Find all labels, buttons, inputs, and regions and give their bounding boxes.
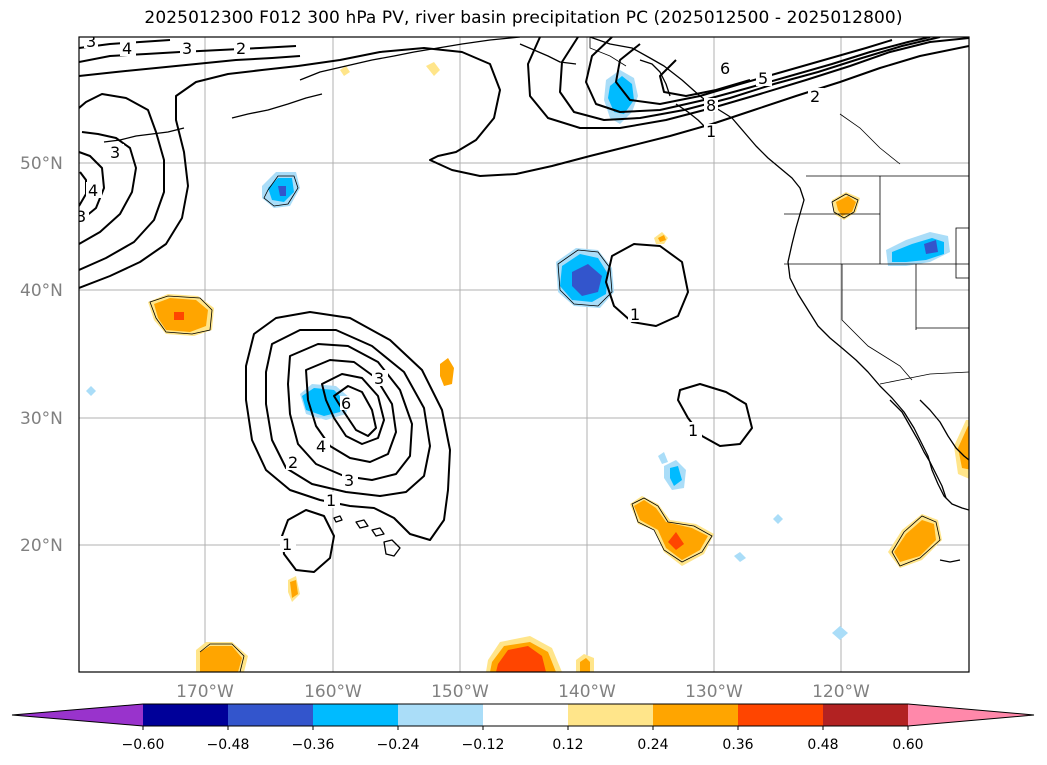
contour-label-3: 3	[182, 39, 192, 58]
lat-label-20n: 20°N	[20, 536, 63, 556]
contour-label-2: 4	[122, 39, 132, 58]
colorbar-tick-label: −0.36	[292, 737, 335, 753]
colorbar-extend-low	[12, 704, 143, 726]
colorbar-tick-label: 0.60	[892, 737, 923, 753]
contour-label-13: 1	[630, 305, 640, 324]
colorbar-segment	[143, 704, 228, 726]
lon-label-160w: 160°W	[304, 682, 362, 702]
contour-label-18: 3	[344, 471, 354, 490]
lat-labels: 50°N 40°N 30°N 20°N	[20, 154, 63, 556]
colorbar-segment	[738, 704, 823, 726]
colorbar-tick-label: 0.12	[552, 737, 583, 753]
pv-contour-nw-2	[79, 93, 165, 271]
colorbar-segment	[568, 704, 653, 726]
contour-label-7: 2	[810, 87, 820, 106]
precip-positive-patches	[148, 62, 969, 672]
colorbar-segment	[228, 704, 313, 726]
map-panel	[79, 37, 969, 672]
contour-label-21: 1	[282, 535, 292, 554]
contour-label-4: 2	[236, 39, 246, 58]
political-borders	[589, 37, 969, 385]
contour-label-5: 6	[720, 59, 730, 78]
pv-contour-137w	[605, 243, 689, 327]
contour-label-10: 3	[110, 143, 120, 162]
colorbar-tick-label: 0.48	[807, 737, 838, 753]
precip-outlines	[149, 175, 941, 672]
colorbar-extend-high	[908, 704, 1034, 726]
contour-label-group: 3 4 3 2 6 5 2 8 1 3 4 3 1 3	[76, 32, 824, 554]
map-title: 2025012300 F012 300 hPa PV, river basin …	[144, 8, 903, 28]
colorbar: −0.60 −0.48 −0.36 −0.24 −0.12 0.12 0.24 0.36 0.4…	[11, 703, 1035, 753]
contour-label-1: 3	[86, 32, 96, 51]
contour-label-19: 1	[326, 491, 336, 510]
colorbar-segment	[398, 704, 483, 726]
pv-contour-center-6	[333, 385, 377, 437]
lat-label-30n: 30°N	[20, 409, 63, 429]
pv-contour-goa-5	[615, 39, 893, 105]
pv-contour-top-2	[79, 55, 301, 77]
pv-contour-center-5	[321, 373, 385, 445]
pv-contour-center-4	[305, 359, 397, 463]
contour-label-17: 2	[288, 453, 298, 472]
pv-contour-north-swoop	[297, 45, 969, 177]
colorbar-tick-label: −0.24	[377, 737, 420, 753]
contour-label-15: 6	[341, 394, 351, 413]
pv-contour-nw-1	[79, 65, 299, 289]
lon-label-120w: 120°W	[812, 682, 870, 702]
colorbar-tick-label: 0.36	[722, 737, 753, 753]
contour-label-9: 1	[706, 122, 716, 141]
pv-contour-nw-4	[79, 151, 105, 223]
lon-label-170w: 170°W	[176, 682, 234, 702]
pv-contour-center-3	[287, 343, 413, 481]
pv-contour-goa-2	[527, 37, 969, 129]
gridlines	[79, 37, 969, 672]
colorbar-segment	[823, 704, 908, 726]
colorbar-tick-label: −0.12	[462, 737, 505, 753]
pv-contour-center-2	[265, 329, 431, 497]
precip-blob-150w	[440, 358, 454, 386]
lon-label-140w: 140°W	[558, 682, 616, 702]
lon-label-150w: 150°W	[431, 682, 489, 702]
map-frame	[78, 36, 970, 673]
colorbar-tick-label: 0.24	[637, 737, 668, 753]
lon-labels: 170°W 160°W 150°W 140°W 130°W 120°W	[176, 682, 870, 702]
contour-label-14: 3	[374, 369, 384, 388]
colorbar-tick-label: −0.60	[122, 737, 165, 753]
coastline-hawaii	[333, 515, 343, 523]
contour-label-6: 5	[758, 69, 768, 88]
colorbar-segment	[313, 704, 398, 726]
pv-contour-goa-3	[559, 37, 941, 121]
contour-label-11: 4	[88, 181, 98, 200]
contour-label-20: 1	[688, 421, 698, 440]
contour-label-12: 3	[76, 207, 86, 226]
lat-label-50n: 50°N	[20, 154, 63, 174]
contour-label-8: 8	[706, 96, 716, 115]
lat-label-40n: 40°N	[20, 281, 63, 301]
pv-contour-goa-6	[659, 59, 751, 97]
pv-contours	[79, 37, 969, 573]
colorbar-tick-label: −0.48	[207, 737, 250, 753]
colorbar-segment	[653, 704, 738, 726]
lon-label-130w: 130°W	[685, 682, 743, 702]
pv-contour-nw-3	[79, 131, 137, 245]
colorbar-segment	[483, 704, 568, 726]
contour-label-16: 4	[316, 437, 326, 456]
pv-contour-center-1	[245, 311, 451, 541]
pv-contour-130w	[677, 383, 753, 447]
